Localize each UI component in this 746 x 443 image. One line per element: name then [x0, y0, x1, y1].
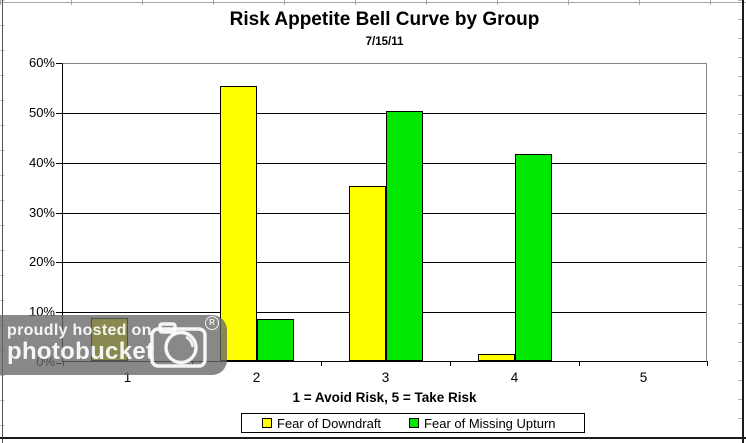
- legend-item-fear-of-downdraft: Fear of Downdraft: [262, 416, 381, 431]
- chart-frame-bottom: [0, 437, 746, 439]
- watermark-line2: photobucket: [7, 338, 155, 365]
- watermark-line1: proudly hosted on: [7, 322, 152, 339]
- gridline: [63, 112, 706, 114]
- bar-series1-cat3: [385, 111, 423, 361]
- y-axis-tick: [56, 63, 62, 64]
- x-axis-tick: [450, 361, 451, 366]
- gridline: [63, 162, 706, 164]
- x-axis-category-label: 5: [639, 370, 648, 385]
- bar-series0-cat4: [477, 354, 515, 361]
- bar-series0-cat3: [348, 186, 386, 361]
- legend-item-fear-of-missing-upturn: Fear of Missing Upturn: [409, 416, 556, 431]
- y-axis-label: 50%: [28, 104, 55, 120]
- y-axis-label: 20%: [28, 254, 55, 270]
- x-axis-category-label: 2: [252, 370, 261, 385]
- x-axis-category-label: 3: [381, 370, 390, 385]
- y-axis-tick: [56, 112, 62, 114]
- y-axis-tick: [56, 262, 62, 264]
- chart-frame-right: [742, 0, 744, 443]
- y-axis-tick: [56, 162, 62, 164]
- y-axis-label: 60%: [28, 55, 55, 70]
- plot-area: 1 2 3 4 5: [56, 63, 708, 385]
- camera-icon: [150, 322, 207, 368]
- x-axis-title: 1 = Avoid Risk, 5 = Take Risk: [292, 390, 477, 405]
- x-axis-tick: [579, 361, 580, 366]
- x-axis-category-label: 1: [123, 370, 132, 385]
- chart-frame-left: [2, 0, 3, 443]
- legend: Fear of Downdraft Fear of Missing Upturn: [241, 413, 585, 433]
- bar-series1-cat4: [514, 154, 552, 361]
- y-axis-label: 30%: [28, 204, 55, 220]
- x-axis-tick: [321, 361, 322, 366]
- legend-swatch-0: [262, 418, 272, 428]
- x-axis-category-label: 4: [510, 370, 519, 385]
- watermark-text: proudly hosted on photobucket: [7, 323, 154, 364]
- y-axis-tick: [56, 212, 62, 214]
- chart-title: Risk Appetite Bell Curve by Group: [229, 9, 540, 30]
- legend-label-1: Fear of Missing Upturn: [424, 415, 556, 431]
- legend-label-0: Fear of Downdraft: [277, 415, 382, 431]
- legend-swatch-1: [409, 418, 420, 428]
- chart-frame-top: [0, 2, 746, 3]
- photobucket-watermark: proudly hosted on photobucket R: [0, 315, 227, 375]
- y-axis-label: 40%: [28, 154, 55, 170]
- registered-trademark-icon: R: [205, 316, 219, 330]
- spreadsheet-row-ticks-right: [738, 0, 742, 443]
- x-axis-tick: [707, 361, 708, 366]
- chart-subtitle: 7/15/11: [365, 36, 404, 48]
- bar-series0-cat2: [219, 86, 257, 361]
- y-axis-tick: [56, 312, 62, 314]
- bar-series1-cat2: [256, 319, 294, 361]
